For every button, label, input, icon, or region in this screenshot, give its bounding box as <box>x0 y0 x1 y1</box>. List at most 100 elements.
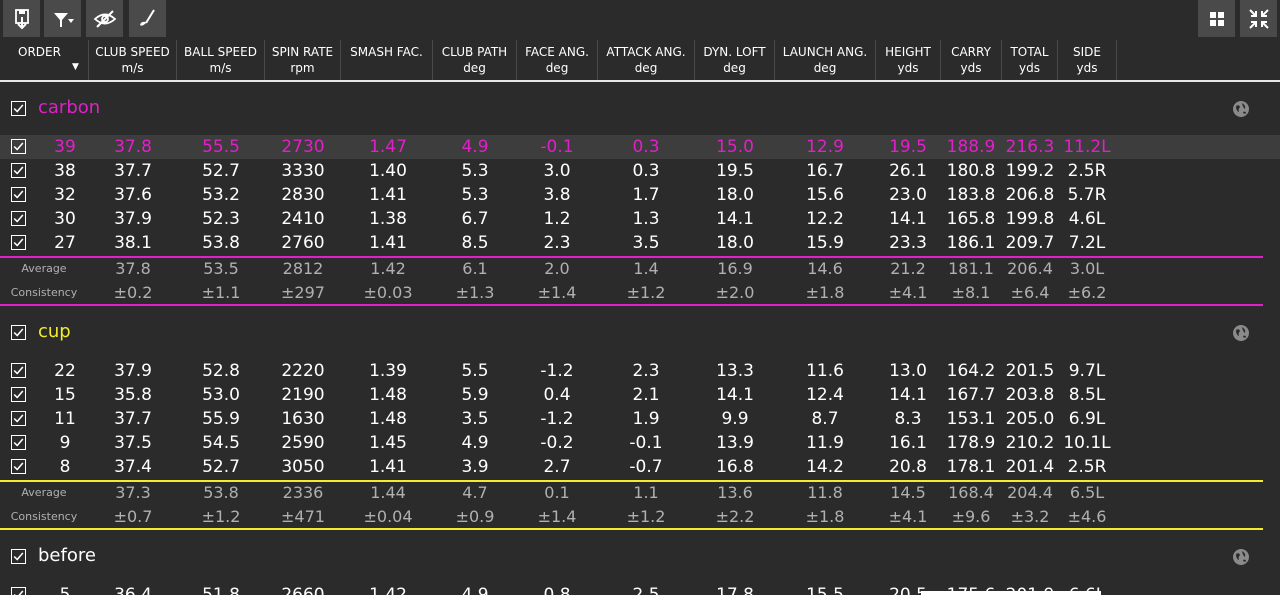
shot-checkbox[interactable] <box>11 139 26 154</box>
filter-button[interactable] <box>44 0 81 37</box>
shot-checkbox[interactable] <box>11 187 26 202</box>
shot-row[interactable]: 30 37.9 52.3 2410 1.38 6.7 1.2 1.3 14.1 12.2 14.1 1… <box>0 207 1280 231</box>
hide-button[interactable] <box>86 0 123 37</box>
cell-face-ang: 1.2 <box>543 209 571 229</box>
cell-dyn-loft: 14.1 <box>716 385 754 405</box>
column-header-total[interactable]: TOTAL yds <box>1002 40 1058 80</box>
column-header-smash-fac[interactable]: SMASH FAC. <box>341 40 433 80</box>
cell-total: 201.9 <box>1005 585 1055 595</box>
column-unit: deg <box>463 61 486 75</box>
average-value: 2336 <box>282 483 324 502</box>
column-header-ball-speed[interactable]: BALL SPEED m/s <box>177 40 265 80</box>
cell-club-speed: 37.7 <box>114 409 152 429</box>
group-divider <box>0 528 1263 530</box>
column-header-spin-rate[interactable]: SPIN RATE rpm <box>265 40 341 80</box>
cell-attack-ang: 1.3 <box>632 209 660 229</box>
cell-ball-speed: 52.8 <box>202 361 240 381</box>
column-unit: yds <box>960 61 982 75</box>
cell-side: 7.2L <box>1068 233 1106 253</box>
cell-smash-fac: 1.40 <box>369 161 407 181</box>
sort-desc-icon[interactable]: ▼ <box>72 62 79 72</box>
shot-checkbox[interactable] <box>11 363 26 378</box>
cell-spin-rate: 2590 <box>281 433 325 453</box>
shot-row[interactable]: 15 35.8 53.0 2190 1.48 5.9 0.4 2.1 14.1 12.4 14.1 1… <box>0 383 1280 407</box>
column-header-dyn-loft[interactable]: DYN. LOFT deg <box>695 40 775 80</box>
consistency-value: ±297 <box>281 283 325 302</box>
column-header-attack-ang[interactable]: ATTACK ANG. deg <box>598 40 695 80</box>
cell-order: 22 <box>54 361 76 381</box>
shot-checkbox[interactable] <box>11 459 26 474</box>
cell-attack-ang: 2.5 <box>632 585 660 595</box>
group-checkbox[interactable] <box>11 325 26 340</box>
consistency-value: ±0.03 <box>363 283 413 302</box>
column-header-launch-ang[interactable]: LAUNCH ANG. deg <box>775 40 876 80</box>
cell-face-ang: 3.0 <box>543 161 571 181</box>
shot-checkbox[interactable] <box>11 587 26 595</box>
globe-icon[interactable] <box>1232 548 1250 566</box>
shot-checkbox[interactable] <box>11 211 26 226</box>
cell-height: 13.0 <box>889 361 927 381</box>
collapse-icon <box>1248 8 1269 29</box>
cell-side: 6.6L <box>1068 585 1106 595</box>
cell-dyn-loft: 16.8 <box>716 457 754 477</box>
horizontal-scrollbar[interactable] <box>921 591 1101 595</box>
shot-row[interactable]: 5 36.4 51.8 2660 1.42 4.9 0.8 2.5 17.8 15.5 20.5 17… <box>0 583 1280 595</box>
average-value: 37.8 <box>115 259 151 278</box>
cell-order: 11 <box>54 409 76 429</box>
cell-smash-fac: 1.41 <box>369 457 407 477</box>
shot-row[interactable]: 9 37.5 54.5 2590 1.45 4.9 -0.2 -0.1 13.9 11.9 16.1… <box>0 431 1280 455</box>
shot-row[interactable]: 8 37.4 52.7 3050 1.41 3.9 2.7 -0.7 16.8 14.2 20.8 1… <box>0 455 1280 479</box>
club-button[interactable] <box>129 0 166 37</box>
shot-checkbox[interactable] <box>11 387 26 402</box>
save-button[interactable] <box>3 0 40 37</box>
average-value: 53.8 <box>203 483 239 502</box>
column-header-carry[interactable]: CARRY yds <box>941 40 1002 80</box>
cell-club-path: 4.9 <box>461 433 489 453</box>
shot-checkbox[interactable] <box>11 235 26 250</box>
shot-checkbox[interactable] <box>11 435 26 450</box>
shot-row[interactable]: 39 37.8 55.5 2730 1.47 4.9 -0.1 0.3 15.0 12.9 19.5… <box>0 135 1280 159</box>
collapse-button[interactable] <box>1240 0 1277 37</box>
group-header-carbon: carbon <box>0 82 1280 132</box>
shot-checkbox[interactable] <box>11 411 26 426</box>
shot-row[interactable]: 32 37.6 53.2 2830 1.41 5.3 3.8 1.7 18.0 15.6 23.0 1… <box>0 183 1280 207</box>
cell-side: 6.9L <box>1068 409 1106 429</box>
shot-checkbox[interactable] <box>11 163 26 178</box>
column-header-height[interactable]: HEIGHT yds <box>876 40 941 80</box>
group-header-cup: cup <box>0 306 1280 356</box>
shot-row[interactable]: 27 38.1 53.8 2760 1.41 8.5 2.3 3.5 18.0 15.9 23.3 1… <box>0 231 1280 255</box>
cell-attack-ang: -0.7 <box>629 457 663 477</box>
cell-spin-rate: 2830 <box>281 185 325 205</box>
cell-ball-speed: 52.3 <box>202 209 240 229</box>
globe-icon[interactable] <box>1232 100 1250 118</box>
column-header-club-speed[interactable]: CLUB SPEED m/s <box>89 40 177 80</box>
consistency-row: Consistency ±0.2 ±1.1 ±297 ±0.03 ±1.3 ±1.4 ±1.2… <box>0 281 1280 305</box>
cell-total: 199.8 <box>1005 209 1055 229</box>
column-label: ORDER <box>18 45 61 59</box>
cell-smash-fac: 1.38 <box>369 209 407 229</box>
cell-launch-ang: 12.9 <box>806 137 844 157</box>
average-value: 2.0 <box>544 259 570 278</box>
consistency-value: ±4.1 <box>888 283 928 302</box>
consistency-value: ±1.8 <box>805 507 845 526</box>
column-label: FACE ANG. <box>525 45 589 59</box>
cell-club-speed: 36.4 <box>114 585 152 595</box>
cell-club-path: 5.3 <box>461 185 489 205</box>
column-header-club-path[interactable]: CLUB PATH deg <box>433 40 517 80</box>
cell-club-path: 5.9 <box>461 385 489 405</box>
globe-icon[interactable] <box>1232 324 1250 342</box>
grid-view-button[interactable] <box>1198 0 1235 37</box>
filter-icon <box>53 12 74 27</box>
shot-row[interactable]: 22 37.9 52.8 2220 1.39 5.5 -1.2 2.3 13.3 11.6 13.0… <box>0 359 1280 383</box>
shot-row[interactable]: 38 37.7 52.7 3330 1.40 5.3 3.0 0.3 19.5 16.7 26.1 1… <box>0 159 1280 183</box>
group-checkbox[interactable] <box>11 101 26 116</box>
column-header-face-ang[interactable]: FACE ANG. deg <box>517 40 598 80</box>
cell-height: 14.1 <box>889 209 927 229</box>
column-header-order[interactable]: ORDER ▼ <box>0 40 89 80</box>
shot-row[interactable]: 11 37.7 55.9 1630 1.48 3.5 -1.2 1.9 9.9 8.7 8.3 153… <box>0 407 1280 431</box>
cell-dyn-loft: 9.9 <box>721 409 749 429</box>
consistency-value: ±0.04 <box>363 507 413 526</box>
column-header-side[interactable]: SIDE yds <box>1058 40 1117 80</box>
cell-ball-speed: 53.0 <box>202 385 240 405</box>
group-checkbox[interactable] <box>11 549 26 564</box>
